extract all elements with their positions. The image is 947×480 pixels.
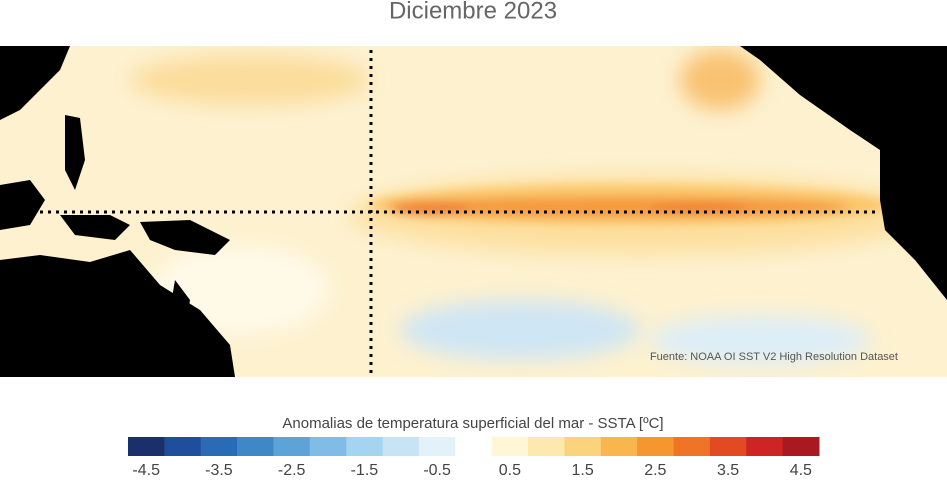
colorbar-tick-label: 0.5 xyxy=(499,462,521,479)
colorbar-tick-label: 2.5 xyxy=(644,462,666,479)
colorbar-segment xyxy=(528,437,565,456)
colorbar-segment xyxy=(455,437,493,456)
colorbar-segment xyxy=(200,437,238,456)
colorbar-segment xyxy=(491,437,529,456)
colorbar-segment xyxy=(782,437,820,456)
colorbar-segment xyxy=(164,437,202,456)
colorbar-segment xyxy=(746,437,784,456)
colorbar-segment xyxy=(418,437,456,456)
colorbar-tick-label: 4.5 xyxy=(790,462,812,479)
colorbar-segment xyxy=(709,437,747,456)
colorbar-tick-label: -0.5 xyxy=(423,462,451,479)
map xyxy=(0,46,947,377)
colorbar-segment xyxy=(346,437,384,456)
colorbar-tick-label: -2.5 xyxy=(278,462,306,479)
title: Diciembre 2023 xyxy=(389,0,557,24)
colorbar-label: Anomalias de temperatura superficial del… xyxy=(282,415,663,432)
colorbar-tick-label: -4.5 xyxy=(132,462,160,479)
colorbar-segment xyxy=(382,437,420,456)
colorbar-segment xyxy=(673,437,711,456)
colorbar-segment xyxy=(600,437,638,456)
colorbar: -4.5 -3.5 -2.5 -1.5 -0.5 0.5 1.5 2.5 3.5 4.5 xyxy=(128,437,820,479)
colorbar-tick-label: 1.5 xyxy=(571,462,593,479)
colorbar-tick-label: 3.5 xyxy=(717,462,739,479)
colorbar-segment xyxy=(564,437,602,456)
colorbar-segment xyxy=(309,437,347,456)
source: Fuente: NOAA OI SST V2 High Resolution D… xyxy=(650,351,898,363)
colorbar-segment xyxy=(237,437,274,456)
colorbar-segment xyxy=(637,437,675,456)
colorbar-tick-label: -3.5 xyxy=(205,462,233,479)
colorbar-segment xyxy=(273,437,311,456)
colorbar-tick-label: -1.5 xyxy=(351,462,379,479)
colorbar-segment xyxy=(128,437,165,456)
